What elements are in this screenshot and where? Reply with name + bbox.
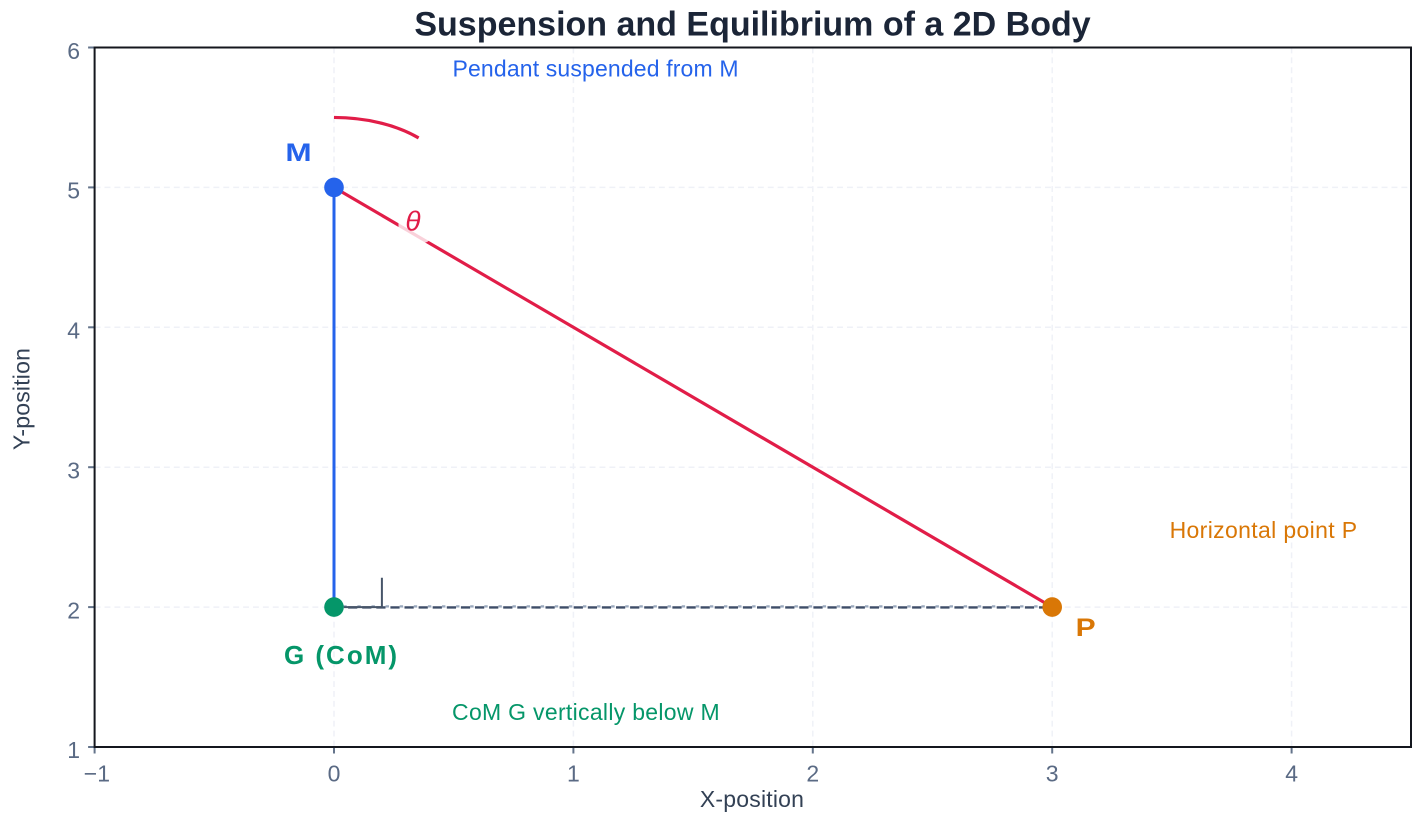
svg-text:−1: −1	[84, 761, 110, 787]
svg-text:5: 5	[67, 178, 80, 204]
svg-text:1: 1	[67, 737, 80, 763]
svg-text:1: 1	[567, 761, 580, 787]
svg-text:G (CoM): G (CoM)	[284, 640, 399, 670]
svg-text:M: M	[285, 139, 311, 167]
svg-text:CoM G vertically below M: CoM G vertically below M	[452, 699, 720, 725]
svg-text:Y-position: Y-position	[9, 348, 35, 450]
svg-text:6: 6	[67, 38, 80, 64]
svg-text:X-position: X-position	[700, 786, 804, 812]
svg-text:P: P	[1076, 613, 1096, 641]
svg-text:2: 2	[806, 761, 819, 787]
svg-text:4: 4	[67, 318, 80, 344]
svg-text:Horizontal point P: Horizontal point P	[1170, 517, 1358, 543]
svg-text:2: 2	[67, 597, 80, 623]
svg-text:Pendant suspended from M: Pendant suspended from M	[453, 56, 739, 82]
svg-text:θ: θ	[405, 206, 420, 237]
svg-text:3: 3	[67, 457, 80, 483]
svg-text:Suspension and Equilibrium of: Suspension and Equilibrium of a 2D Body	[414, 6, 1090, 44]
svg-text:4: 4	[1285, 761, 1298, 787]
svg-text:0: 0	[328, 761, 341, 787]
svg-text:3: 3	[1046, 761, 1059, 787]
